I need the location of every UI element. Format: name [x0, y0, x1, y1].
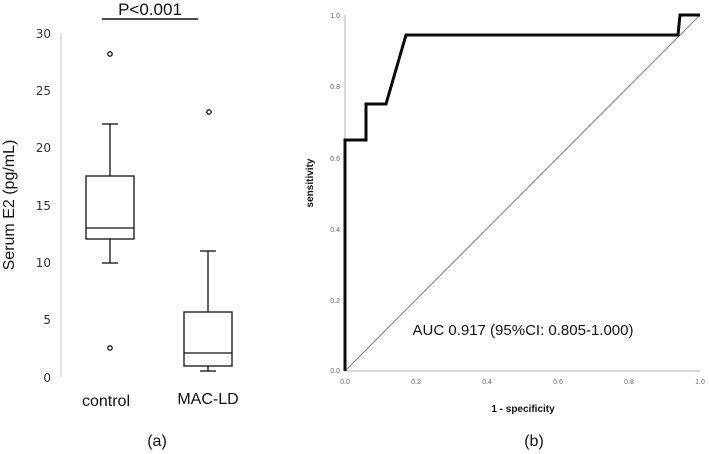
category-label-macld: MAC-LD [177, 391, 238, 408]
x-tick: 0.6 [553, 379, 563, 386]
y-tick: 0.2 [330, 298, 340, 305]
y-tick: 20 [36, 141, 51, 155]
y-tick: 0.6 [330, 156, 340, 163]
x-axis-label-b: 1 - specificity [491, 404, 555, 415]
auc-annotation: AUC 0.917 (95%CI: 0.805-1.000) [413, 322, 634, 339]
category-label-control: control [82, 393, 130, 410]
x-tick: 0.8 [624, 379, 634, 386]
roc-panel: 1.0 0.8 0.6 0.4 0.2 0.0 0.0 0.2 0.4 0.6 … [305, 13, 705, 450]
reference-diagonal [344, 14, 701, 372]
outlier-point [107, 51, 113, 57]
y-tick: 25 [36, 84, 51, 98]
y-tick: 0 [43, 371, 51, 385]
outlier-point [107, 345, 113, 351]
box-control [85, 51, 135, 351]
y-tick: 5 [43, 313, 51, 327]
roc-curve [343, 13, 700, 371]
y-tick: 0.8 [330, 84, 340, 91]
x-tick: 0.2 [411, 379, 421, 386]
x-tick: 1.0 [695, 379, 705, 386]
x-tick: 0.4 [482, 379, 492, 386]
panel-label-b: (b) [524, 433, 544, 450]
y-tick: 0.4 [330, 227, 340, 234]
box-plot-panel: 30 25 20 15 10 5 0 Serum E2 (pg/mL) P<0.… [1, 0, 239, 450]
y-tick: 1.0 [330, 13, 340, 20]
outlier-point [206, 109, 212, 115]
p-value-label: P<0.001 [118, 0, 182, 19]
x-tick: 0.0 [340, 379, 350, 386]
y-tick: 0.0 [330, 368, 340, 375]
y-tick: 10 [36, 256, 51, 270]
y-axis-label-b: sensitivity [305, 158, 316, 207]
y-tick: 15 [36, 199, 51, 213]
panel-label-a: (a) [147, 433, 167, 450]
y-tick: 30 [36, 27, 51, 41]
y-axis-label-a: Serum E2 (pg/mL) [1, 140, 18, 271]
box-macld [183, 109, 233, 372]
